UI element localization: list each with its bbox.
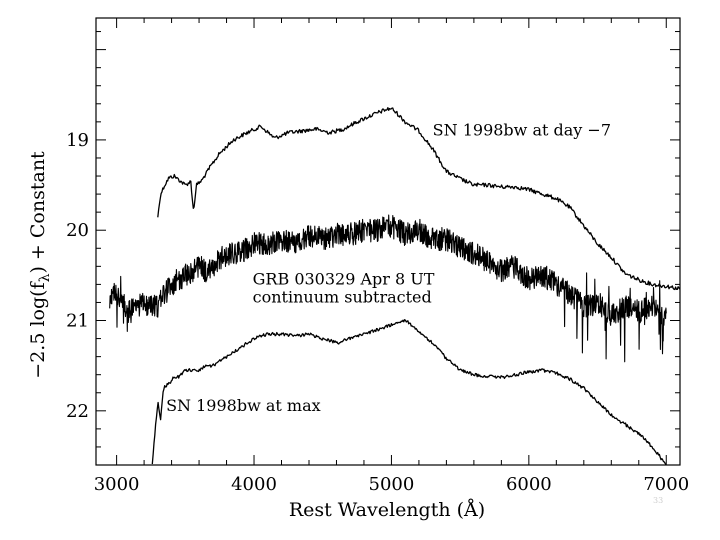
y-axis-label: −2.5 log(fλ) + Constant [27, 151, 53, 379]
series-line-3 [151, 319, 667, 466]
slide-number: 33 [653, 496, 663, 505]
x-tick-label: 6000 [506, 474, 552, 495]
y-axis-label-suffix: ) + Constant [27, 151, 49, 274]
y-tick-label: 19 [66, 130, 89, 151]
x-tick-label: 3000 [94, 474, 140, 495]
x-tick-label: 4000 [231, 474, 277, 495]
y-tick-label: 20 [66, 220, 89, 241]
annotation-label: GRB 030329 Apr 8 UT [253, 269, 435, 288]
y-tick-label: 21 [66, 311, 89, 332]
series-line-1 [157, 107, 681, 291]
y-tick-label: 22 [66, 401, 89, 422]
y-axis-label-prefix: −2.5 log(f [27, 280, 49, 378]
y-axis-label-subscript: λ [37, 273, 53, 282]
x-axis-label: Rest Wavelength (Å) [289, 499, 485, 521]
ticks-layer [96, 18, 680, 466]
annotation-label: SN 1998bw at day −7 [433, 120, 611, 139]
annotation-label: SN 1998bw at max [166, 396, 321, 415]
x-tick-label: 7000 [643, 474, 689, 495]
annotation-label: continuum subtracted [253, 287, 432, 306]
tick-labels-layer: 3000 4000 5000 6000 7000 19 20 21 22 [66, 130, 689, 495]
series-layer [109, 107, 681, 466]
plot-frame [95, 17, 681, 466]
series-line-2 [109, 214, 667, 363]
x-tick-label: 5000 [369, 474, 415, 495]
annotations-layer: SN 1998bw at day −7 GRB 030329 Apr 8 UTco… [166, 120, 611, 414]
